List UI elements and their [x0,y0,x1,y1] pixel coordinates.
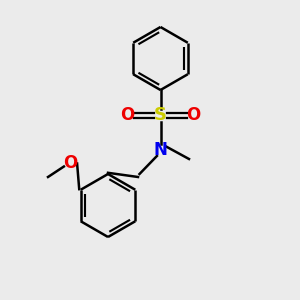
Text: O: O [63,154,78,172]
Text: O: O [186,106,201,124]
Text: O: O [120,106,135,124]
Text: S: S [154,106,167,124]
Text: N: N [154,141,167,159]
